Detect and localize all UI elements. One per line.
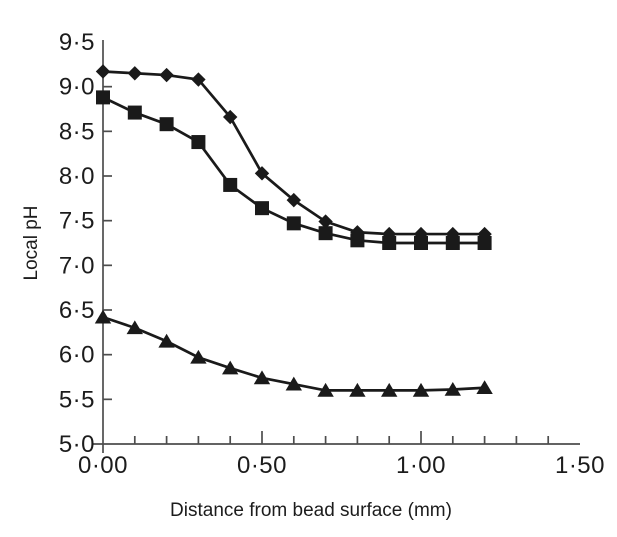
diamond-series-marker — [159, 67, 174, 83]
diamond-series-marker — [223, 109, 238, 125]
square-series-marker — [477, 236, 492, 250]
triangle-series-marker — [412, 382, 430, 397]
triangle-series-marker — [349, 382, 366, 397]
y-tick-label: 5·5 — [59, 386, 95, 413]
diamond-series-marker — [95, 64, 111, 79]
square-series-marker — [286, 216, 301, 231]
y-tick-label: 6·0 — [59, 342, 95, 369]
diamond-series-marker — [254, 166, 270, 181]
y-tick-label: 9·0 — [59, 74, 95, 101]
y-tick-label: 7·5 — [59, 208, 95, 235]
square-series-marker — [350, 233, 365, 248]
triangle-series-marker — [444, 382, 461, 396]
diamond-series-marker — [191, 72, 206, 87]
diamond-series-marker — [286, 192, 301, 208]
diamond-series-line — [102, 70, 485, 236]
square-series-marker — [445, 236, 460, 250]
square-series-marker — [191, 135, 206, 150]
triangle-series-marker — [94, 309, 112, 324]
square-series-marker — [96, 90, 110, 105]
square-series-marker — [382, 236, 397, 250]
square-series-marker — [318, 226, 333, 241]
y-tick-label: 5·0 — [59, 431, 95, 458]
axes: 5·0 5·5 6·0 6·5 7·0 7·5 8·0 8·5 9·0 9·5 0·00 0·50 1·… — [59, 29, 605, 479]
triangle-series-marker — [190, 349, 207, 364]
square-series-marker — [414, 236, 428, 250]
x-tick-label: 0·50 — [237, 452, 287, 479]
triangle-series-marker — [126, 320, 143, 335]
y-axis-title: Local pH — [21, 206, 42, 281]
square-series-marker — [159, 117, 174, 132]
square-series-marker — [223, 177, 238, 192]
x-axis-title: Distance from bead surface (mm) — [170, 500, 452, 521]
square-series-marker — [127, 105, 142, 120]
x-tick-label: 1·50 — [555, 452, 605, 479]
y-tick-label: 7·0 — [59, 252, 95, 279]
triangle-series-marker — [476, 380, 493, 395]
x-tick-label: 0·00 — [78, 452, 128, 479]
diamond-series-marker — [318, 214, 333, 229]
y-tick-label: 8·5 — [59, 118, 95, 145]
x-tick-label: 1·00 — [396, 452, 446, 479]
triangle-series-marker — [285, 376, 302, 391]
triangle-series-marker — [253, 370, 271, 385]
y-tick-label: 9·5 — [59, 29, 95, 56]
square-series-marker — [255, 201, 269, 216]
triangle-series-marker — [381, 382, 398, 397]
data-series — [94, 64, 493, 397]
diamond-series-marker — [127, 66, 142, 81]
triangle-series-marker — [158, 333, 175, 348]
y-tick-label: 8·0 — [59, 163, 95, 190]
y-tick-label: 6·5 — [59, 297, 95, 324]
triangle-series-marker — [222, 360, 239, 375]
triangle-series-marker — [317, 382, 334, 397]
